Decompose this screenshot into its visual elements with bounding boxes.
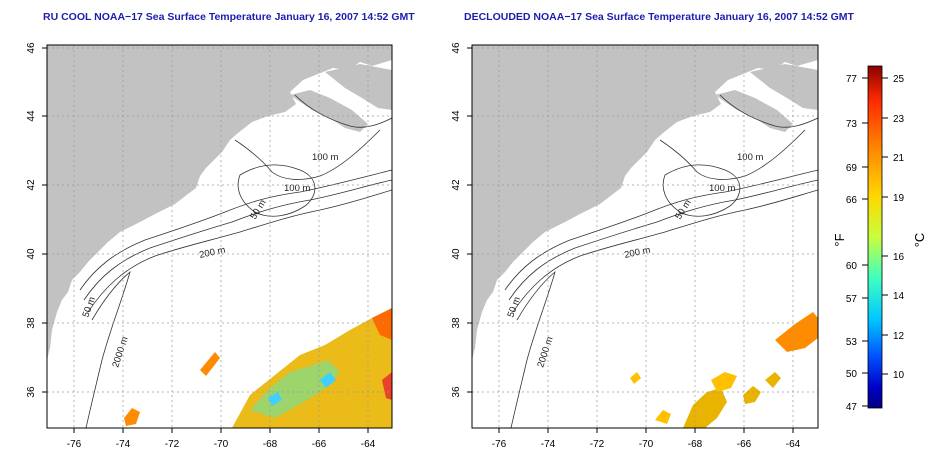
contour-label-100m-north: 100 m [312,152,338,163]
y-tick-label: 36 [451,386,462,398]
colorbar-tick-f: 47 [846,402,858,413]
x-tick-label: -70 [214,439,229,450]
grid-lines [47,45,392,428]
colorbar-unit-celsius: °C [912,233,927,248]
colorbar-tick-c: 16 [893,252,905,263]
y-tick-label: 42 [26,179,37,191]
colorbar-tick-f: 73 [846,119,858,130]
y-tick-label: 44 [451,110,462,122]
x-tick-label: -74 [116,439,131,450]
x-tick-label: -66 [737,439,752,450]
y-tick-label: 40 [26,248,37,260]
temperature-colorbar: 77 73 69 66 60 57 53 50 47 25 23 21 19 1… [832,65,927,413]
sst-patches [630,312,818,428]
colorbar-gradient [867,65,883,409]
contour-label-100m-north: 100 m [737,152,763,163]
colorbar-tick-f: 57 [846,294,858,305]
colorbar-tick-c: 12 [893,331,905,342]
colorbar-tick-f: 53 [846,337,858,348]
y-tick-label: 44 [26,110,37,122]
colorbar-tick-f: 60 [846,261,858,272]
x-tick-label: -68 [263,439,278,450]
colorbar-tick-c: 21 [893,153,905,164]
y-tick-label: 46 [26,42,37,54]
y-tick-label: 36 [26,386,37,398]
left-panel-title: RU COOL NOAA−17 Sea Surface Temperature … [43,11,415,23]
x-tick-label: -70 [639,439,654,450]
colorbar-tick-c: 25 [893,74,905,85]
contour-label-100m-center: 100 m [284,183,310,194]
colorbar-unit-fahrenheit: °F [832,233,847,246]
y-tick-label: 38 [451,317,462,329]
land-mass [472,45,818,360]
contour-label-200m: 200 m [623,245,651,261]
bathymetry-contours [79,94,392,428]
x-tick-label: -64 [786,439,801,450]
colorbar-tick-f: 69 [846,163,858,174]
x-tick-label: -76 [67,439,82,450]
grid-lines [472,45,818,428]
y-tick-label: 46 [451,42,462,54]
colorbar-tick-f: 50 [846,369,858,380]
right-panel-title: DECLOUDED NOAA−17 Sea Surface Temperatur… [464,11,854,23]
x-tick-label: -68 [688,439,703,450]
colorbar-tick-f: 77 [846,74,858,85]
colorbar-tick-c: 19 [893,193,905,204]
x-tick-label: -72 [165,439,180,450]
land-mass [47,45,392,360]
left-map-panel: 100 m 100 m 50 m 200 m 50 m 2000 m [26,42,393,450]
contour-label-200m: 200 m [198,245,226,261]
y-tick-label: 42 [451,179,462,191]
x-tick-label: -64 [361,439,376,450]
x-tick-label: -66 [312,439,327,450]
x-tick-label: -76 [492,439,507,450]
colorbar-tick-c: 10 [893,370,905,381]
x-tick-label: -72 [590,439,605,450]
y-tick-label: 38 [26,317,37,329]
right-map-panel: 100 m 100 m 50 m 200 m 50 m 2000 m -76 - [451,42,819,450]
sst-patches [124,308,392,428]
bathymetry-contours [504,94,818,428]
colorbar-tick-c: 14 [893,291,905,302]
colorbar-tick-c: 23 [893,114,905,125]
x-tick-label: -74 [541,439,556,450]
colorbar-tick-f: 66 [846,195,858,206]
y-tick-label: 40 [451,248,462,260]
contour-label-100m-center: 100 m [709,183,735,194]
